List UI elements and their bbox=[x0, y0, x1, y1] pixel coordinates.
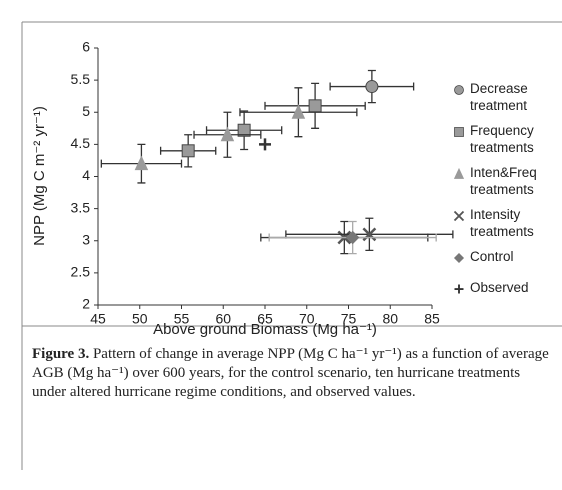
point bbox=[454, 85, 464, 95]
x-tick-label: 70 bbox=[299, 311, 315, 327]
point bbox=[454, 127, 464, 137]
legend-swatch bbox=[453, 252, 465, 264]
caption-label: Figure 3. bbox=[32, 346, 90, 362]
point bbox=[220, 126, 235, 142]
x-tick-label: 85 bbox=[424, 311, 440, 327]
legend-item: Frequency treatments bbox=[452, 122, 554, 156]
caption-text: Pattern of change in average NPP (Mg C h… bbox=[32, 346, 549, 400]
point bbox=[237, 123, 251, 137]
y-tick-label: 5 bbox=[82, 103, 90, 119]
caption: Figure 3. Pattern of change in average N… bbox=[32, 345, 552, 402]
legend-label: Control bbox=[470, 249, 514, 264]
point bbox=[345, 230, 360, 245]
legend-label: Intensity treatments bbox=[470, 207, 534, 239]
point bbox=[453, 167, 465, 179]
y-tick-label: 2 bbox=[82, 296, 90, 312]
point bbox=[453, 210, 465, 222]
legend-label: Observed bbox=[470, 280, 529, 295]
legend-swatch bbox=[453, 167, 465, 179]
y-axis-label: NPP (Mg C m⁻² yr⁻¹) bbox=[31, 106, 48, 246]
legend-label: Inten&Freq treatments bbox=[470, 165, 537, 197]
point bbox=[134, 155, 149, 171]
point bbox=[181, 144, 195, 158]
y-tick-label: 4 bbox=[82, 167, 90, 183]
legend-item: Inten&Freq treatments bbox=[452, 164, 554, 198]
y-tick-label: 3.5 bbox=[71, 199, 91, 215]
y-tick-label: 5.5 bbox=[71, 71, 91, 87]
y-tick-label: 4.5 bbox=[71, 135, 91, 151]
point bbox=[453, 252, 465, 264]
x-tick-label: 50 bbox=[132, 311, 148, 327]
legend-swatch bbox=[454, 127, 464, 137]
x-tick-label: 75 bbox=[341, 311, 357, 327]
point bbox=[362, 227, 377, 242]
legend-item: Control bbox=[452, 248, 554, 265]
y-tick-label: 3 bbox=[82, 231, 90, 247]
x-axis-label: Above ground Biomass (Mg ha⁻¹) bbox=[153, 321, 377, 338]
point bbox=[365, 80, 379, 94]
point bbox=[308, 99, 322, 113]
x-tick-label: 60 bbox=[215, 311, 231, 327]
legend-swatch bbox=[453, 210, 465, 222]
x-tick-label: 55 bbox=[174, 311, 190, 327]
legend-swatch bbox=[454, 85, 464, 95]
x-tick-label: 45 bbox=[90, 311, 106, 327]
legend-item: Intensity treatments bbox=[452, 206, 554, 240]
x-tick-label: 80 bbox=[382, 311, 398, 327]
legend-label: Decrease treatment bbox=[470, 81, 528, 113]
legend-label: Frequency treatments bbox=[470, 123, 534, 155]
point bbox=[291, 104, 306, 119]
legend-item: Observed bbox=[452, 279, 554, 296]
legend-swatch bbox=[454, 284, 464, 294]
y-tick-label: 2.5 bbox=[71, 264, 91, 280]
y-tick-label: 6 bbox=[82, 39, 90, 55]
point bbox=[259, 138, 271, 151]
legend-item: Decrease treatment bbox=[452, 80, 554, 114]
legend: Decrease treatment Frequency treatments In… bbox=[452, 80, 554, 304]
x-tick-label: 65 bbox=[257, 311, 273, 327]
point bbox=[454, 284, 464, 294]
